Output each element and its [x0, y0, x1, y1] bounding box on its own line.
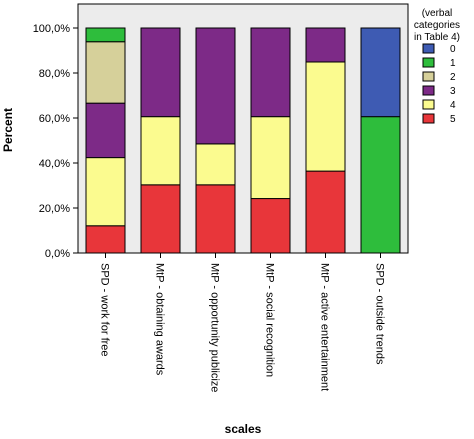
x-category-label: MtP - obtaining awards [154, 263, 166, 376]
bar-segment-4 [195, 143, 236, 186]
legend-label-3: 3 [450, 86, 456, 97]
bar-segment-0 [360, 27, 401, 118]
y-axis-title: Percent [1, 108, 15, 152]
bar-segment-4 [140, 116, 181, 186]
bar-segment-4 [305, 61, 346, 172]
y-tick-label: 80,0% [39, 68, 70, 80]
legend-label-4: 4 [450, 100, 456, 111]
y-tick-label: 40,0% [39, 158, 70, 170]
bar-segment-2 [85, 41, 126, 104]
legend-swatch-1 [422, 57, 435, 68]
bar-segment-3 [250, 27, 291, 118]
bar-segment-5 [85, 225, 126, 254]
x-category-label: MtP - opportunity publicize [209, 263, 221, 392]
bar-segment-5 [250, 198, 291, 254]
bar-segment-4 [250, 116, 291, 200]
y-tick-label: 60,0% [39, 113, 70, 125]
x-axis-labels: SPD - work for free MtP - obtaining award… [99, 263, 386, 392]
y-tick-label: 0,0% [45, 248, 70, 260]
bar-segment-3 [195, 27, 236, 145]
bar-segment-3 [140, 27, 181, 118]
x-category-label: SPD - work for free [99, 263, 111, 357]
bar-segment-1 [85, 27, 126, 43]
legend-label-5: 5 [450, 114, 456, 125]
y-axis: 0,0% 20,0% 40,0% 60,0% 80,0% 100,0% [33, 23, 78, 260]
x-category-label: MtP - social recognition [264, 263, 276, 377]
legend-title: categories [414, 20, 460, 31]
legend-title: (verbal [422, 8, 453, 19]
legend-swatch-0 [422, 43, 435, 54]
x-category-label: MtP - active entertainment [319, 263, 331, 391]
legend-swatch-2 [422, 71, 435, 82]
x-category-label: SPD - outside trends [374, 263, 386, 365]
bar-segment-3 [305, 27, 346, 63]
y-tick-label: 100,0% [33, 23, 71, 35]
bar-segment-5 [195, 184, 236, 254]
y-tick-label: 20,0% [39, 203, 70, 215]
bar-segment-5 [140, 184, 181, 254]
legend-label-2: 2 [450, 72, 456, 83]
legend-swatch-5 [422, 113, 435, 124]
plot-area [77, 3, 409, 254]
legend-swatch-4 [422, 99, 435, 110]
legend-label-0: 0 [450, 44, 456, 55]
legend-swatch-3 [422, 85, 435, 96]
x-axis-title: scales [225, 422, 262, 436]
bar-segment-3 [85, 102, 126, 159]
bar-segment-4 [85, 157, 126, 227]
bar-segment-5 [305, 170, 346, 254]
bars-group [85, 27, 401, 258]
bar-segment-1 [360, 116, 401, 254]
legend-title: in Table 4) [414, 32, 460, 43]
legend-label-1: 1 [450, 58, 456, 69]
